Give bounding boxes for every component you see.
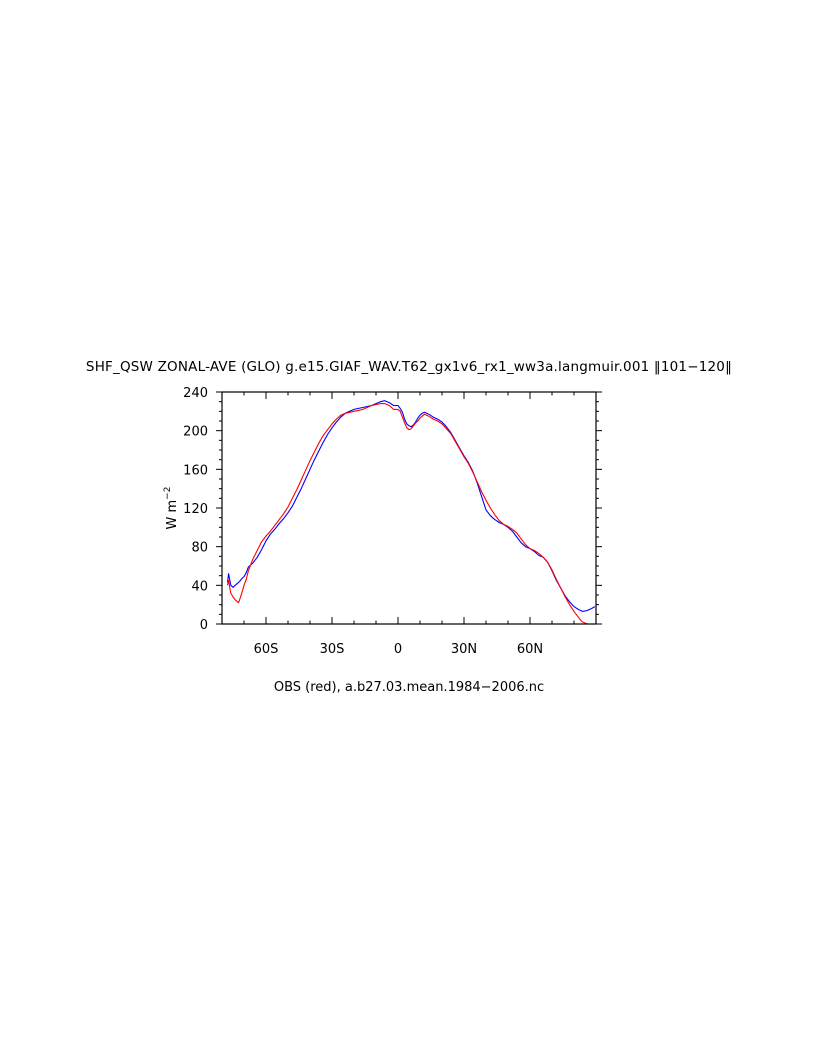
series-line-1	[226, 400, 596, 612]
x-tick-label: 30N	[451, 642, 477, 657]
y-tick-label: 160	[183, 463, 208, 478]
y-axis-title-text: W m	[165, 500, 180, 530]
y-axis-title-exponent: −2	[163, 487, 173, 500]
y-tick-label: 200	[183, 425, 208, 440]
y-tick-label: 0	[200, 618, 208, 633]
tick-layer	[216, 391, 602, 625]
series-line-2	[226, 403, 595, 625]
y-axis-title: W m−2	[163, 487, 180, 530]
x-tick-label: 30S	[320, 642, 345, 657]
y-tick-label: 40	[191, 579, 208, 594]
plot-frame	[221, 391, 597, 625]
x-tick-label: 60S	[254, 642, 279, 657]
chart-caption: OBS (red), a.b27.03.mean.1984−2006.nc	[273, 680, 545, 695]
series-layer	[226, 400, 596, 625]
label-layer: 60S 30S 0 30N 60N 0 40 80 120 160 200 240	[183, 386, 543, 657]
chart-title: SHF_QSW ZONAL-AVE (GLO) g.e15.GIAF_WAV.T…	[85, 359, 733, 375]
x-tick-label: 60N	[517, 642, 543, 657]
y-tick-label: 120	[183, 502, 208, 517]
y-tick-label: 80	[191, 541, 208, 556]
y-tick-label: 240	[183, 386, 208, 401]
x-tick-label: 0	[394, 642, 402, 657]
